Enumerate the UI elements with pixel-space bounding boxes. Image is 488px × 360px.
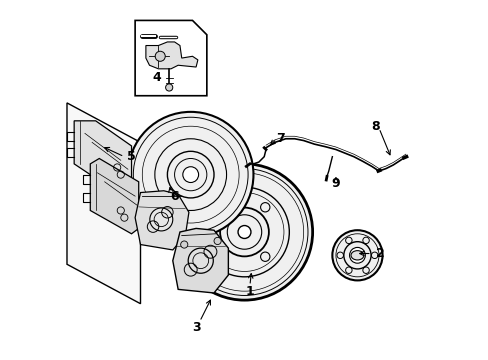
Text: 7: 7 bbox=[275, 132, 284, 145]
Polygon shape bbox=[135, 191, 188, 250]
Text: 4: 4 bbox=[152, 71, 161, 84]
Text: 1: 1 bbox=[245, 285, 254, 298]
Circle shape bbox=[332, 230, 382, 280]
Circle shape bbox=[238, 226, 250, 238]
Circle shape bbox=[165, 84, 172, 91]
Text: 6: 6 bbox=[170, 190, 179, 203]
Polygon shape bbox=[145, 42, 198, 69]
Polygon shape bbox=[90, 158, 139, 234]
Circle shape bbox=[188, 248, 213, 273]
Circle shape bbox=[128, 112, 253, 237]
Circle shape bbox=[349, 247, 365, 263]
Circle shape bbox=[167, 151, 214, 198]
Text: 5: 5 bbox=[127, 150, 136, 163]
Circle shape bbox=[214, 237, 221, 244]
Circle shape bbox=[149, 208, 172, 231]
Circle shape bbox=[176, 164, 312, 300]
Circle shape bbox=[220, 208, 268, 256]
Text: 3: 3 bbox=[191, 320, 200, 333]
Circle shape bbox=[180, 241, 187, 248]
Circle shape bbox=[183, 167, 198, 183]
Polygon shape bbox=[74, 121, 131, 189]
Circle shape bbox=[343, 242, 370, 269]
Ellipse shape bbox=[350, 251, 363, 260]
Circle shape bbox=[155, 51, 165, 61]
Text: 9: 9 bbox=[331, 177, 340, 190]
Text: 2: 2 bbox=[376, 247, 385, 260]
Polygon shape bbox=[135, 21, 206, 96]
Text: 8: 8 bbox=[370, 120, 379, 133]
Polygon shape bbox=[67, 103, 140, 304]
Polygon shape bbox=[172, 228, 228, 293]
